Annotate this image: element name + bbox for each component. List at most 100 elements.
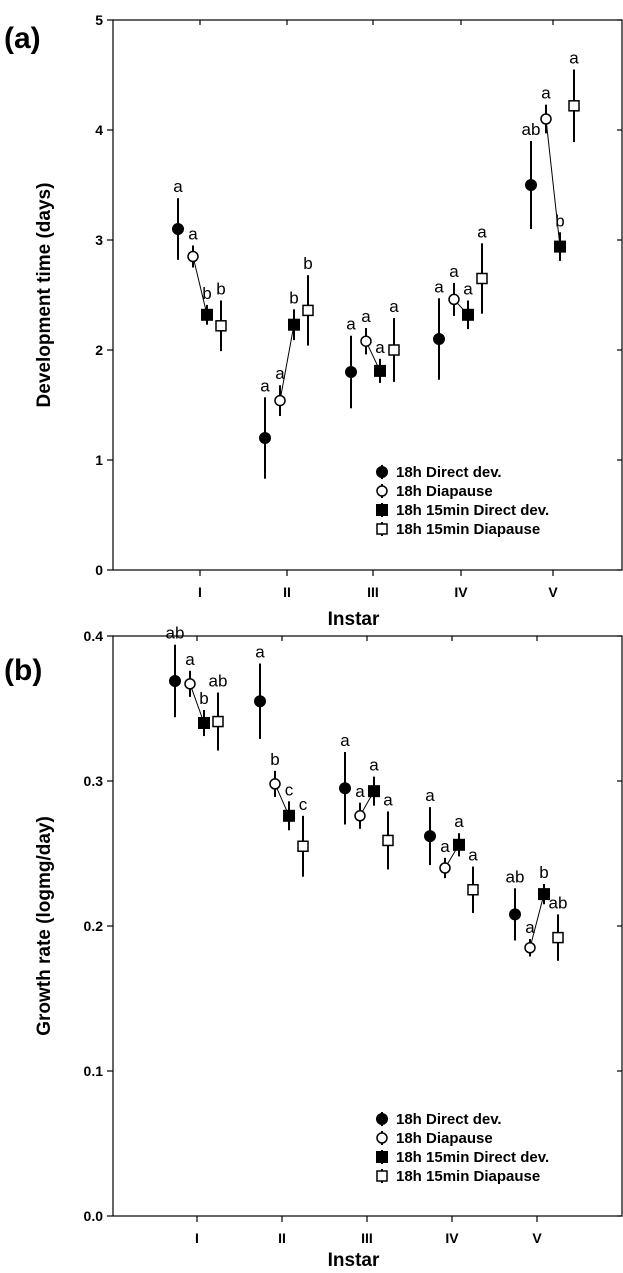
marker-open-square: [376, 523, 388, 535]
significance-letter: a: [185, 650, 195, 669]
marker-open-circle: [439, 862, 451, 874]
significance-letter: a: [477, 222, 487, 241]
marker-open-circle: [540, 113, 552, 125]
marker-open-circle: [274, 394, 286, 407]
significance-letter: a: [434, 277, 444, 296]
significance-letter: a: [346, 315, 356, 334]
significance-letter: a: [255, 643, 265, 662]
significance-letter: a: [375, 338, 385, 357]
significance-letter: b: [555, 211, 564, 230]
y-axis-title: Growth rate (logmg/day): [34, 816, 55, 1036]
significance-letter: ab: [209, 672, 228, 691]
significance-letter: a: [188, 225, 198, 244]
significance-letter: a: [383, 790, 393, 809]
legend-entry: 18h Direct dev.: [396, 1111, 502, 1128]
legend-entry: 18h 15min Diapause: [396, 1168, 540, 1185]
plot-frame: [112, 19, 623, 571]
marker-filled-square: [374, 364, 386, 377]
significance-letter: ab: [166, 624, 185, 643]
x-tick-label: I: [198, 584, 202, 600]
marker-open-circle: [184, 678, 196, 690]
y-tick-label: 0.3: [84, 773, 104, 789]
x-axis-title: Instar: [328, 609, 380, 630]
marker-open-circle: [376, 485, 388, 497]
significance-letter: a: [260, 376, 270, 395]
marker-filled-circle: [259, 432, 271, 444]
legend-entry: 18h 15min Direct dev.: [396, 502, 549, 519]
x-tick-label: II: [283, 584, 291, 600]
significance-letter: b: [539, 863, 548, 882]
connector-line: [545, 118, 561, 247]
significance-letter: b: [270, 750, 279, 769]
marker-filled-square: [201, 308, 213, 321]
marker-filled-circle: [433, 333, 445, 345]
plot-frame: [112, 635, 623, 1217]
marker-filled-circle: [339, 782, 351, 795]
marker-open-square: [388, 344, 400, 356]
y-axis-title: Development time (days): [34, 183, 55, 408]
significance-letter: a: [275, 364, 285, 383]
x-tick-label: V: [548, 584, 558, 600]
y-tick-label: 0.4: [84, 628, 104, 644]
connector-line: [279, 324, 295, 401]
marker-open-square: [467, 884, 479, 896]
marker-open-square: [302, 304, 314, 317]
y-tick-label: 0.0: [84, 1208, 104, 1224]
significance-letter: b: [216, 280, 225, 299]
marker-open-circle: [269, 778, 281, 790]
significance-letter: b: [303, 254, 312, 273]
marker-open-circle: [524, 942, 536, 954]
marker-open-square: [215, 320, 227, 332]
significance-letter: ab: [506, 867, 525, 886]
significance-letter: a: [440, 837, 450, 856]
panel-label: (a): [4, 22, 41, 55]
marker-open-square: [552, 931, 564, 944]
y-tick-label: 0.1: [84, 1063, 104, 1079]
y-tick-label: 1: [95, 452, 103, 468]
x-tick-label: IV: [454, 584, 468, 600]
marker-open-circle: [360, 335, 372, 347]
marker-filled-square: [462, 308, 474, 321]
significance-letter: a: [468, 846, 478, 865]
x-tick-label: V: [532, 1230, 542, 1246]
significance-letter: ab: [549, 893, 568, 912]
y-tick-label: 3: [95, 232, 103, 248]
marker-filled-square: [283, 809, 295, 822]
significance-letter: a: [463, 280, 473, 299]
significance-letter: a: [425, 786, 435, 805]
significance-letter: b: [289, 288, 298, 307]
significance-letter: a: [525, 918, 535, 937]
significance-letter: a: [449, 262, 459, 281]
panel-label: (b): [4, 654, 42, 687]
marker-filled-circle: [509, 908, 521, 921]
legend-entry: 18h 15min Direct dev.: [396, 1149, 549, 1166]
marker-open-circle: [448, 293, 460, 306]
significance-letter: c: [285, 780, 294, 799]
marker-filled-square: [376, 504, 388, 516]
significance-letter: a: [569, 49, 579, 68]
marker-filled-circle: [172, 223, 184, 235]
significance-letter: a: [355, 782, 365, 801]
y-tick-label: 5: [95, 12, 103, 28]
y-tick-label: 0.2: [84, 918, 104, 934]
marker-filled-circle: [376, 1113, 388, 1125]
legend-entry: 18h Diapause: [396, 483, 493, 500]
y-tick-label: 4: [95, 122, 103, 138]
legend-entry: 18h Direct dev.: [396, 464, 502, 481]
marker-filled-circle: [345, 366, 357, 378]
marker-open-square: [382, 834, 394, 847]
legend-entry: 18h Diapause: [396, 1130, 493, 1147]
marker-open-circle: [187, 250, 199, 263]
marker-filled-circle: [254, 695, 266, 708]
significance-letter: b: [199, 689, 208, 708]
marker-open-square: [297, 840, 309, 852]
significance-letter: a: [361, 307, 371, 326]
x-axis-title: Instar: [328, 1250, 380, 1271]
marker-filled-circle: [424, 830, 436, 843]
significance-letter: a: [389, 297, 399, 316]
marker-open-square: [568, 100, 580, 112]
x-tick-label: I: [195, 1230, 199, 1246]
significance-letter: a: [541, 84, 551, 103]
